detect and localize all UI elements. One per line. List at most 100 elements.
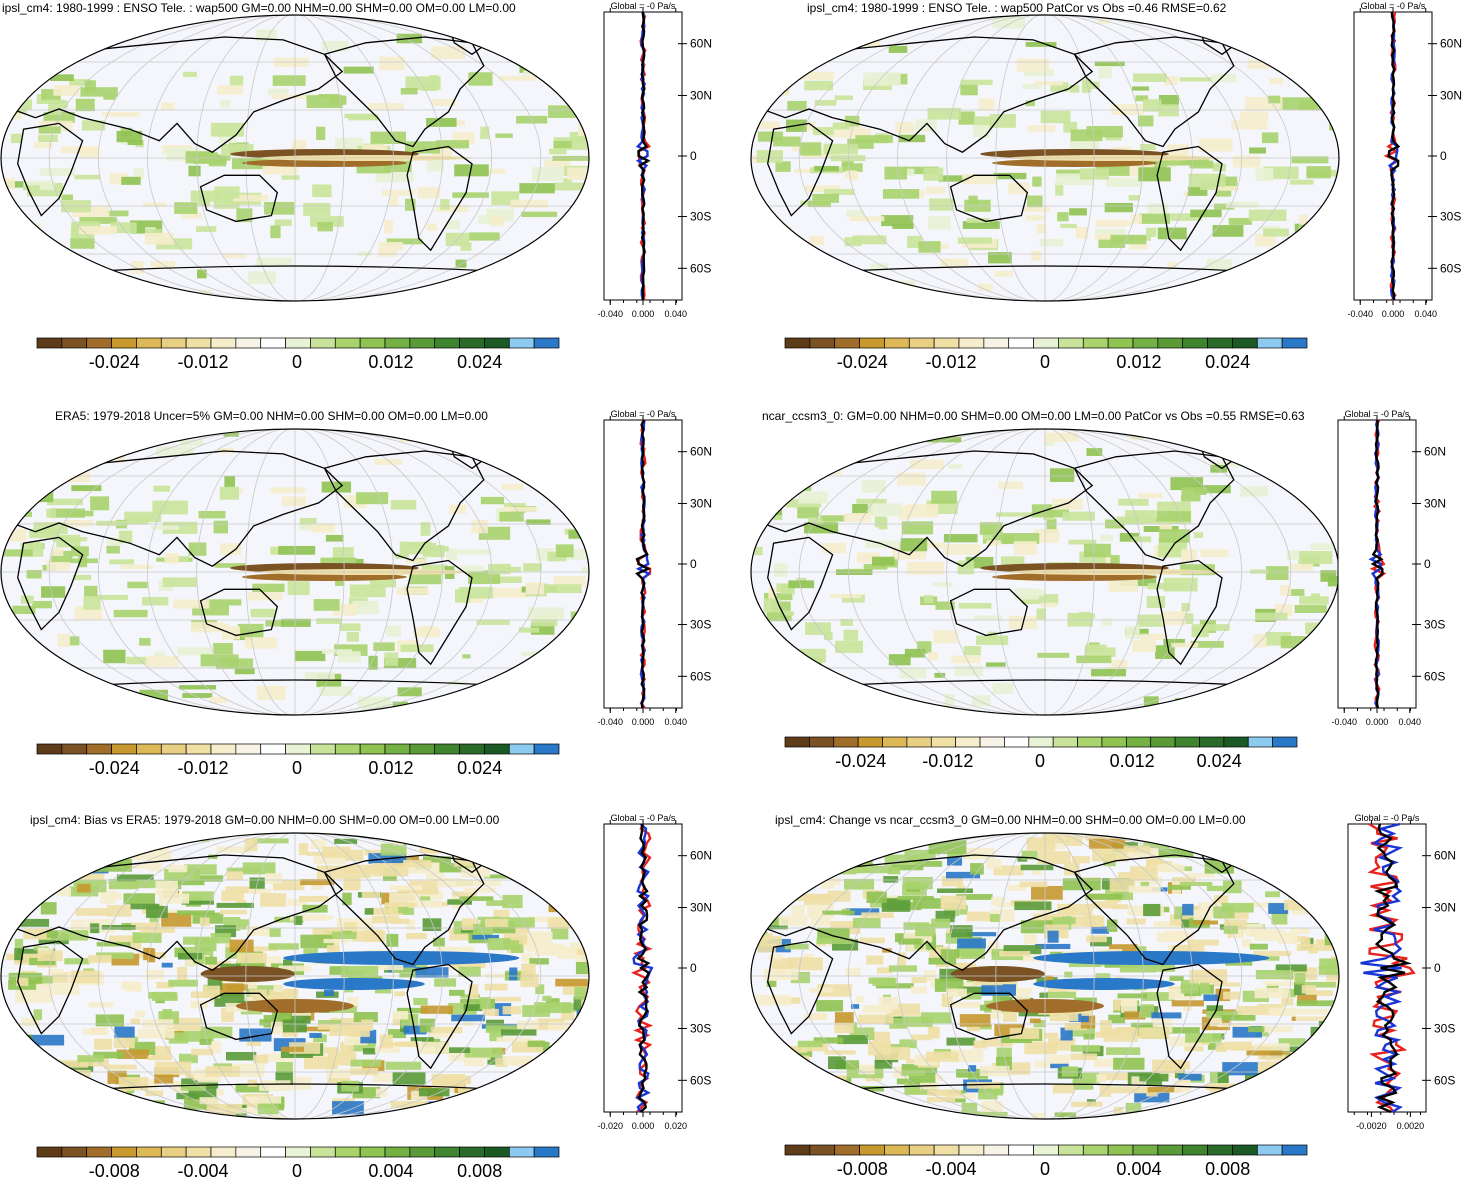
profile-x-tick: 0.040 <box>664 717 687 727</box>
colorbar-swatch <box>1232 1145 1257 1155</box>
profile-y-tick: 30S <box>1440 209 1461 223</box>
profile-y-tick: 60S <box>1424 669 1445 683</box>
colorbar-swatch <box>883 737 907 747</box>
colorbar-swatch <box>1009 1145 1034 1155</box>
profile-x-tick: 0.000 <box>632 309 655 319</box>
colorbar-swatch <box>1257 1145 1282 1155</box>
colorbar-tick-label: 0 <box>292 352 302 373</box>
world-map <box>0 14 590 314</box>
profile-y-tick: 60N <box>1440 37 1462 51</box>
profile-x-tick: 0.020 <box>664 1121 687 1131</box>
profile-x-tick: 0.040 <box>1398 717 1421 727</box>
colorbar-swatch <box>1257 338 1282 348</box>
colorbar-swatch <box>1029 737 1053 747</box>
colorbar-swatch <box>785 737 809 747</box>
colorbar <box>36 1146 560 1158</box>
colorbar-swatch <box>1151 737 1175 747</box>
colorbar-swatch <box>410 338 435 348</box>
colorbar-swatch <box>835 1145 860 1155</box>
colorbar-swatch <box>1083 338 1108 348</box>
profile-y-tick: 60S <box>1434 1073 1455 1087</box>
profile-y-tick: 30N <box>1440 89 1462 103</box>
profile-y-tick: 0 <box>1440 149 1447 163</box>
panel-title: ipsl_cm4: Bias vs ERA5: 1979-2018 GM=0.0… <box>30 813 499 827</box>
colorbar-swatch <box>161 744 186 754</box>
panel-ncar: ncar_ccsm3_0: GM=0.00 NHM=0.00 SHM=0.00 … <box>750 404 1483 797</box>
colorbar-swatch <box>211 1147 236 1157</box>
profile-y-tick: 30S <box>690 209 711 223</box>
colorbar-swatch <box>335 1147 360 1157</box>
colorbar-tick-label: 0.012 <box>1116 352 1161 373</box>
panel-title: ipsl_cm4: Change vs ncar_ccsm3_0 GM=0.00… <box>775 813 1246 827</box>
colorbar-swatch <box>136 338 161 348</box>
colorbar-swatch <box>286 1147 311 1157</box>
colorbar-tick-label: 0.024 <box>1205 352 1250 373</box>
profile-x-tick: -0.020 <box>598 1121 623 1131</box>
colorbar-tick-label: 0.012 <box>1110 751 1155 772</box>
colorbar-tick-label: 0.024 <box>1197 751 1242 772</box>
profile-y-tick: 0 <box>690 557 697 571</box>
colorbar-swatch <box>484 744 509 754</box>
colorbar-swatch <box>785 338 810 348</box>
colorbar-swatch <box>236 338 261 348</box>
colorbar-swatch <box>186 338 211 348</box>
colorbar-swatch <box>785 1145 810 1155</box>
colorbar-swatch <box>112 338 137 348</box>
colorbar-swatch <box>884 338 909 348</box>
profile-y-tick: 0 <box>690 149 697 163</box>
colorbar <box>784 337 1308 349</box>
colorbar-swatch <box>1282 1145 1307 1155</box>
colorbar-swatch <box>1108 338 1133 348</box>
colorbar-tick-label: -0.024 <box>89 352 140 373</box>
profile-x-tick: -0.0020 <box>1356 1121 1387 1131</box>
colorbar-swatch <box>211 744 236 754</box>
colorbar-swatch <box>435 338 460 348</box>
panel-model-climatology: ipsl_cm4: 1980-1999 : ENSO Tele. : wap50… <box>0 0 740 393</box>
colorbar-swatch <box>934 1145 959 1155</box>
colorbar-tick-label: 0 <box>1040 352 1050 373</box>
profile-y-tick: 30S <box>690 1021 711 1035</box>
colorbar-swatch <box>959 1145 984 1155</box>
panel-title: ncar_ccsm3_0: GM=0.00 NHM=0.00 SHM=0.00 … <box>762 409 1305 423</box>
colorbar-swatch <box>62 338 87 348</box>
colorbar-swatch <box>360 744 385 754</box>
colorbar-swatch <box>1133 1145 1158 1155</box>
colorbar-swatch <box>1183 338 1208 348</box>
colorbar-swatch <box>484 338 509 348</box>
colorbar-swatch <box>112 744 137 754</box>
colorbar-swatch <box>1058 338 1083 348</box>
world-map <box>0 428 590 728</box>
colorbar-tick-label: -0.012 <box>178 352 229 373</box>
profile-y-tick: 60N <box>690 849 712 863</box>
colorbar-swatch <box>810 338 835 348</box>
profile-y-tick: 60N <box>1424 445 1446 459</box>
colorbar-swatch <box>984 338 1009 348</box>
colorbar-tick-label: 0 <box>292 758 302 779</box>
colorbar <box>36 743 560 755</box>
colorbar-swatch <box>509 744 534 754</box>
colorbar-swatch <box>161 338 186 348</box>
colorbar-swatch <box>984 1145 1009 1155</box>
colorbar <box>784 736 1298 748</box>
colorbar-swatch <box>385 744 410 754</box>
panel-title: ipsl_cm4: 1980-1999 : ENSO Tele. : wap50… <box>807 1 1226 15</box>
colorbar-swatch <box>62 1147 87 1157</box>
colorbar-tick-label: 0.012 <box>368 758 413 779</box>
colorbar-swatch <box>1078 737 1102 747</box>
colorbar-swatch <box>310 1147 335 1157</box>
colorbar-swatch <box>87 1147 112 1157</box>
profile-y-tick: 0 <box>1424 557 1431 571</box>
colorbar-swatch <box>860 338 885 348</box>
colorbar-swatch <box>909 1145 934 1155</box>
colorbar-swatch <box>286 338 311 348</box>
colorbar-swatch <box>834 737 858 747</box>
colorbar-swatch <box>186 744 211 754</box>
colorbar-swatch <box>835 338 860 348</box>
colorbar-tick-label: -0.012 <box>926 352 977 373</box>
colorbar-swatch <box>410 1147 435 1157</box>
colorbar-swatch <box>37 1147 62 1157</box>
